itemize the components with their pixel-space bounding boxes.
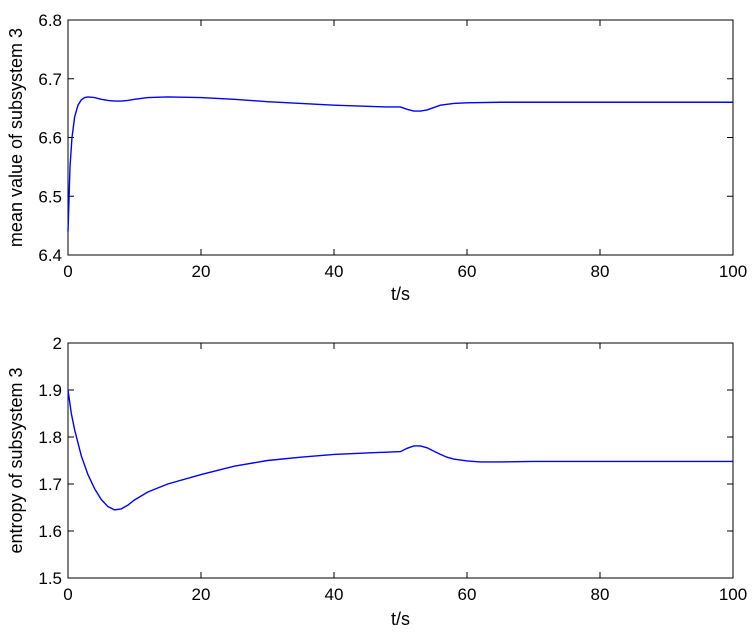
x-tick-label: 100 <box>719 262 747 281</box>
y-axis-label: entropy of subsystem 3 <box>6 367 26 553</box>
y-tick-label: 1.6 <box>38 522 62 541</box>
plot-entropy: 0 20 40 60 80 100 1.5 1.6 1.7 1.8 1.9 2 t/s entropy o… <box>6 334 747 629</box>
y-tick-label: 6.8 <box>38 11 62 30</box>
x-tick-label: 80 <box>591 262 610 281</box>
x-axis-label: t/s <box>391 284 410 304</box>
y-tick-label: 1.5 <box>38 569 62 588</box>
x-tick-label: 20 <box>192 585 211 604</box>
x-tick-label: 40 <box>325 262 344 281</box>
y-tick-label: 2 <box>53 334 62 353</box>
x-tick-label: 60 <box>458 262 477 281</box>
x-tick-label: 0 <box>63 262 72 281</box>
y-axis-label: mean value of subsystem 3 <box>6 28 26 247</box>
y-tick-label: 1.7 <box>38 475 62 494</box>
series-line <box>67 96 733 232</box>
axes-frame <box>67 342 734 579</box>
plot-mean-value: 0 20 40 60 80 100 6.4 6.5 6.6 6.7 6.8 t/s mean value… <box>6 11 747 304</box>
x-tick-label: 60 <box>458 585 477 604</box>
y-tick-label: 6.4 <box>38 246 62 265</box>
y-tick-label: 1.8 <box>38 428 62 447</box>
y-tick-label: 6.7 <box>38 70 62 89</box>
x-tick-label: 100 <box>719 585 747 604</box>
x-tick-label: 80 <box>591 585 610 604</box>
series-line <box>67 389 733 511</box>
x-tick-label: 40 <box>325 585 344 604</box>
axes-frame <box>67 19 734 256</box>
y-tick-label: 1.9 <box>38 381 62 400</box>
x-tick-label: 20 <box>192 262 211 281</box>
x-tick-label: 0 <box>63 585 72 604</box>
x-axis-label: t/s <box>391 609 410 629</box>
y-tick-label: 6.5 <box>38 187 62 206</box>
y-tick-label: 6.6 <box>38 129 62 148</box>
